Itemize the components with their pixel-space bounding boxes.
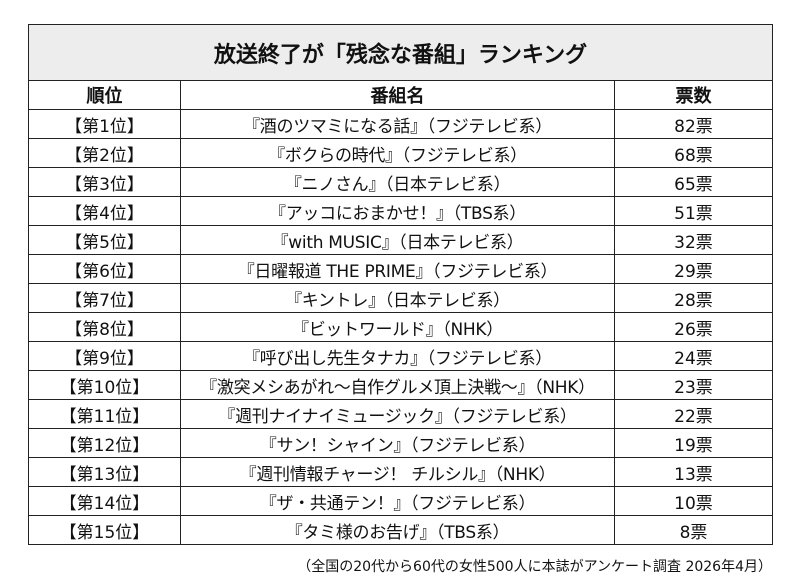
table-body: 【第1位】 『酒のツマミになる話』（フジテレビ系） 82票 【第2位】 『ボクら… xyxy=(28,109,773,545)
votes-cell: 65票 xyxy=(614,167,773,197)
table-row: 【第4位】 『アッコにおまかせ！』（TBS系） 51票 xyxy=(28,196,773,226)
table-row: 【第14位】 『ザ・共通テン！』（フジテレビ系） 10票 xyxy=(28,486,773,516)
rank-cell: 【第7位】 xyxy=(28,283,181,313)
votes-cell: 10票 xyxy=(614,486,773,516)
table-row: 【第6位】 『日曜報道 THE PRIME』（フジテレビ系） 29票 xyxy=(28,254,773,284)
program-cell: 『日曜報道 THE PRIME』（フジテレビ系） xyxy=(180,254,615,284)
table-row: 【第12位】 『サン！シャイン』（フジテレビ系） 19票 xyxy=(28,428,773,458)
program-cell: 『週刊情報チャージ！ チルシル』（NHK） xyxy=(180,457,615,487)
votes-cell: 28票 xyxy=(614,283,773,313)
program-cell: 『ボクらの時代』（フジテレビ系） xyxy=(180,138,615,168)
rank-cell: 【第15位】 xyxy=(28,515,181,545)
program-cell: 『ニノさん』（日本テレビ系） xyxy=(180,167,615,197)
rank-cell: 【第2位】 xyxy=(28,138,181,168)
table-row: 【第8位】 『ビットワールド』（NHK） 26票 xyxy=(28,312,773,342)
survey-footnote: （全国の20代から60代の女性500人に本誌がアンケート調査 2026年4月） xyxy=(297,559,772,575)
votes-cell: 13票 xyxy=(614,457,773,487)
votes-column-header: 票数 xyxy=(614,80,773,110)
votes-cell: 32票 xyxy=(614,225,773,255)
table-title-row: 放送終了が「残念な番組」ランキング xyxy=(28,24,773,81)
votes-cell: 19票 xyxy=(614,428,773,458)
table-row: 【第9位】 『呼び出し先生タナカ』（フジテレビ系） 24票 xyxy=(28,341,773,371)
table-row: 【第3位】 『ニノさん』（日本テレビ系） 65票 xyxy=(28,167,773,197)
program-cell: 『アッコにおまかせ！』（TBS系） xyxy=(180,196,615,226)
program-cell: 『キントレ』（日本テレビ系） xyxy=(180,283,615,313)
rank-cell: 【第6位】 xyxy=(28,254,181,284)
rank-cell: 【第11位】 xyxy=(28,399,181,429)
votes-cell: 23票 xyxy=(614,370,773,400)
table-row: 【第7位】 『キントレ』（日本テレビ系） 28票 xyxy=(28,283,773,313)
rank-cell: 【第13位】 xyxy=(28,457,181,487)
table-title: 放送終了が「残念な番組」ランキング xyxy=(28,24,773,81)
rank-cell: 【第12位】 xyxy=(28,428,181,458)
program-cell: 『ビットワールド』（NHK） xyxy=(180,312,615,342)
rank-cell: 【第14位】 xyxy=(28,486,181,516)
rank-cell: 【第10位】 xyxy=(28,370,181,400)
votes-cell: 22票 xyxy=(614,399,773,429)
rank-column-header: 順位 xyxy=(28,80,181,110)
table-header-row: 順位 番組名 票数 xyxy=(28,80,773,110)
votes-cell: 26票 xyxy=(614,312,773,342)
ranking-table: 放送終了が「残念な番組」ランキング 順位 番組名 票数 【第1位】 『酒のツマミ… xyxy=(28,24,773,545)
program-cell: 『ザ・共通テン！』（フジテレビ系） xyxy=(180,486,615,516)
program-cell: 『with MUSIC』（日本テレビ系） xyxy=(180,225,615,255)
program-cell: 『サン！シャイン』（フジテレビ系） xyxy=(180,428,615,458)
table-row: 【第2位】 『ボクらの時代』（フジテレビ系） 68票 xyxy=(28,138,773,168)
table-row: 【第13位】 『週刊情報チャージ！ チルシル』（NHK） 13票 xyxy=(28,457,773,487)
rank-cell: 【第8位】 xyxy=(28,312,181,342)
program-cell: 『呼び出し先生タナカ』（フジテレビ系） xyxy=(180,341,615,371)
table-row: 【第5位】 『with MUSIC』（日本テレビ系） 32票 xyxy=(28,225,773,255)
program-cell: 『タミ様のお告げ』（TBS系） xyxy=(180,515,615,545)
rank-cell: 【第9位】 xyxy=(28,341,181,371)
program-cell: 『激突メシあがれ〜自作グルメ頂上決戦〜』（NHK） xyxy=(180,370,615,400)
program-cell: 『週刊ナイナイミュージック』（フジテレビ系） xyxy=(180,399,615,429)
votes-cell: 24票 xyxy=(614,341,773,371)
program-column-header: 番組名 xyxy=(180,80,615,110)
table-row: 【第11位】 『週刊ナイナイミュージック』（フジテレビ系） 22票 xyxy=(28,399,773,429)
votes-cell: 68票 xyxy=(614,138,773,168)
program-cell: 『酒のツマミになる話』（フジテレビ系） xyxy=(180,109,615,139)
votes-cell: 8票 xyxy=(614,515,773,545)
table-row: 【第1位】 『酒のツマミになる話』（フジテレビ系） 82票 xyxy=(28,109,773,139)
table-row: 【第10位】 『激突メシあがれ〜自作グルメ頂上決戦〜』（NHK） 23票 xyxy=(28,370,773,400)
votes-cell: 51票 xyxy=(614,196,773,226)
table-row: 【第15位】 『タミ様のお告げ』（TBS系） 8票 xyxy=(28,515,773,545)
votes-cell: 82票 xyxy=(614,109,773,139)
rank-cell: 【第3位】 xyxy=(28,167,181,197)
rank-cell: 【第1位】 xyxy=(28,109,181,139)
rank-cell: 【第5位】 xyxy=(28,225,181,255)
votes-cell: 29票 xyxy=(614,254,773,284)
rank-cell: 【第4位】 xyxy=(28,196,181,226)
